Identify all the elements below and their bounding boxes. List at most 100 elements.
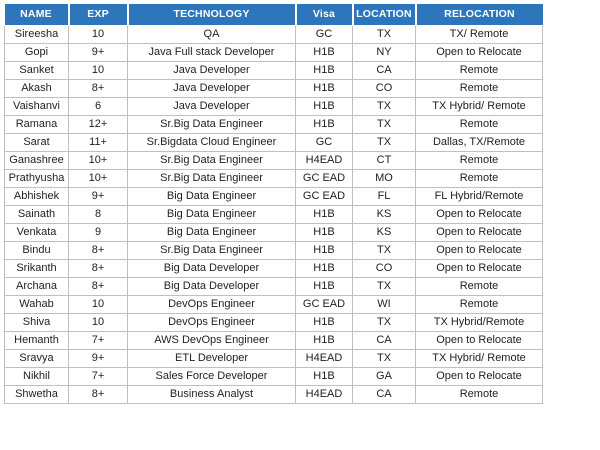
cell-relocation: Remote [415,60,543,80]
cell-name: Ganashree [4,150,69,170]
cell-exp: 8+ [68,276,128,296]
cell-relocation: Open to Relocate [415,258,543,278]
table-row: Srikanth 8+ Big Data Developer H1B CO Open to… [4,258,543,278]
cell-technology: Java Developer [127,78,296,98]
cell-technology: Java Developer [127,60,296,80]
table-body: Sireesha 10 QA GC TX TX/ Remote Gopi 9+ Java Ful… [4,24,543,404]
cell-relocation: TX/ Remote [415,24,543,44]
cell-visa: H1B [295,366,353,386]
cell-technology: Sr.Big Data Engineer [127,168,296,188]
column-header-visa: Visa [294,4,354,26]
table-row: Shwetha 8+ Business Analyst H4EAD CA Remote [4,384,543,404]
column-header-location: LOCATION [351,4,417,26]
cell-visa: H1B [295,78,353,98]
cell-technology: Sr.Big Data Engineer [127,240,296,260]
cell-visa: H1B [295,204,353,224]
cell-technology: Big Data Engineer [127,222,296,242]
cell-location: CT [352,150,416,170]
cell-location: TX [352,24,416,44]
cell-name: Bindu [4,240,69,260]
cell-name: Venkata [4,222,69,242]
cell-exp: 8+ [68,240,128,260]
cell-location: TX [352,114,416,134]
cell-technology: Sr.Big Data Engineer [127,114,296,134]
cell-visa: H1B [295,114,353,134]
cell-exp: 7+ [68,330,128,350]
table-row: Vaishanvi 6 Java Developer H1B TX TX Hybrid/ … [4,96,543,116]
header-row: NAME EXP TECHNOLOGY Visa LOCATION RELOCATION [4,4,543,26]
cell-relocation: Remote [415,168,543,188]
cell-exp: 6 [68,96,128,116]
cell-visa: GC EAD [295,294,353,314]
cell-relocation: FL Hybrid/Remote [415,186,543,206]
cell-location: CO [352,78,416,98]
cell-technology: Sr.Big Data Engineer [127,150,296,170]
cell-name: Sravya [4,348,69,368]
cell-exp: 9+ [68,186,128,206]
cell-name: Shiva [4,312,69,332]
cell-location: CA [352,384,416,404]
cell-relocation: Remote [415,114,543,134]
table-row: Wahab 10 DevOps Engineer GC EAD WI Remote [4,294,543,314]
cell-relocation: Open to Relocate [415,204,543,224]
cell-technology: Big Data Engineer [127,204,296,224]
cell-name: Sarat [4,132,69,152]
cell-technology: ETL Developer [127,348,296,368]
cell-name: Shwetha [4,384,69,404]
cell-exp: 8+ [68,384,128,404]
table-row: Nikhil 7+ Sales Force Developer H1B GA Open t… [4,366,543,386]
table-row: Ramana 12+ Sr.Big Data Engineer H1B TX Remote [4,114,543,134]
cell-relocation: Dallas, TX/Remote [415,132,543,152]
table-row: Venkata 9 Big Data Engineer H1B KS Open to Re… [4,222,543,242]
cell-technology: Sales Force Developer [127,366,296,386]
table-row: Hemanth 7+ AWS DevOps Engineer H1B CA Open to… [4,330,543,350]
cell-visa: GC EAD [295,168,353,188]
table-row: Gopi 9+ Java Full stack Developer H1B NY Open… [4,42,543,62]
cell-relocation: Remote [415,384,543,404]
cell-relocation: Remote [415,150,543,170]
cell-location: CA [352,60,416,80]
cell-visa: H4EAD [295,348,353,368]
cell-exp: 9+ [68,348,128,368]
cell-visa: H1B [295,240,353,260]
cell-exp: 10+ [68,150,128,170]
cell-relocation: Open to Relocate [415,222,543,242]
cell-name: Akash [4,78,69,98]
cell-name: Sainath [4,204,69,224]
cell-technology: Big Data Developer [127,258,296,278]
table-row: Ganashree 10+ Sr.Big Data Engineer H4EAD CT R… [4,150,543,170]
cell-location: KS [352,204,416,224]
cell-visa: H1B [295,222,353,242]
cell-visa: H4EAD [295,150,353,170]
candidates-table: NAME EXP TECHNOLOGY Visa LOCATION RELOCATION … [4,4,543,404]
column-header-exp: EXP [67,4,129,26]
cell-name: Sanket [4,60,69,80]
cell-location: TX [352,348,416,368]
cell-exp: 9+ [68,42,128,62]
cell-name: Archana [4,276,69,296]
cell-exp: 10 [68,294,128,314]
table-row: Shiva 10 DevOps Engineer H1B TX TX Hybrid/Rem… [4,312,543,332]
cell-name: Wahab [4,294,69,314]
cell-name: Gopi [4,42,69,62]
cell-relocation: TX Hybrid/Remote [415,312,543,332]
cell-visa: H4EAD [295,384,353,404]
cell-technology: QA [127,24,296,44]
column-header-relocation: RELOCATION [414,4,543,26]
table-row: Sanket 10 Java Developer H1B CA Remote [4,60,543,80]
cell-technology: DevOps Engineer [127,294,296,314]
cell-name: Sireesha [4,24,69,44]
cell-visa: H1B [295,96,353,116]
cell-location: FL [352,186,416,206]
cell-technology: AWS DevOps Engineer [127,330,296,350]
cell-location: TX [352,276,416,296]
table-row: Sravya 9+ ETL Developer H4EAD TX TX Hybrid/ R… [4,348,543,368]
cell-location: CO [352,258,416,278]
table-row: Archana 8+ Big Data Developer H1B TX Remote [4,276,543,296]
cell-exp: 10 [68,60,128,80]
table-row: Sarat 11+ Sr.Bigdata Cloud Engineer GC TX Dal… [4,132,543,152]
cell-relocation: Open to Relocate [415,240,543,260]
cell-location: TX [352,240,416,260]
cell-location: GA [352,366,416,386]
